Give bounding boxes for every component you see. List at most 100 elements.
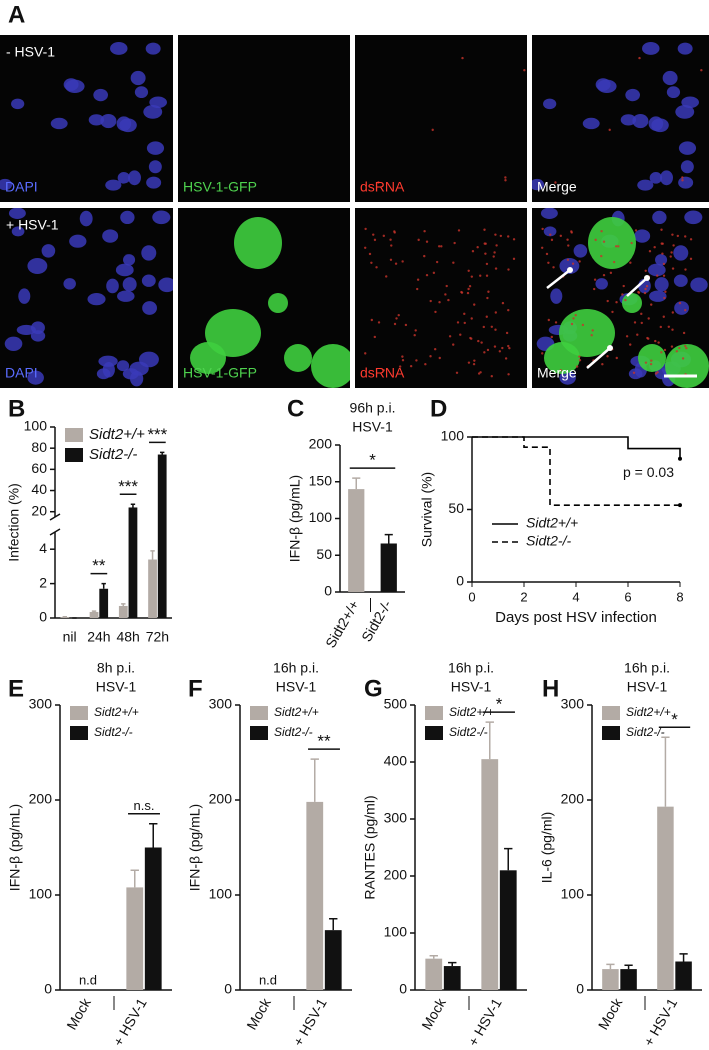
dsrna-dot [448, 335, 452, 338]
dsrna-dot [463, 321, 466, 325]
error-bar [130, 503, 136, 508]
dsrna-dot [624, 298, 627, 302]
nucleus [134, 86, 149, 99]
bar [157, 454, 167, 618]
nucleus [69, 234, 87, 248]
y-tick-label: 300 [209, 696, 233, 712]
dsrna-dot [685, 346, 688, 350]
nucleus [675, 104, 695, 119]
dsrna-dot [617, 245, 620, 248]
dsrna-dot [646, 336, 649, 340]
x-tick-label: Mock [418, 994, 449, 1032]
nucleus [690, 277, 708, 293]
dsrna-dot [494, 311, 498, 314]
nucleus [0, 178, 13, 191]
legend-label: Sidt2+/+ [89, 426, 145, 443]
legend-swatch [425, 706, 443, 720]
dsrna-dot [552, 266, 555, 269]
dsrna-dot [662, 315, 665, 318]
nucleus [120, 210, 135, 225]
significance-label: *** [118, 477, 138, 496]
error-bar [384, 533, 393, 544]
dsrna-dot [681, 176, 684, 179]
bar [148, 559, 157, 618]
panel-letter: E [8, 675, 24, 702]
nucleus [595, 278, 608, 290]
panel-letter: G [364, 675, 383, 702]
legend-swatch [250, 726, 268, 740]
legend-label: Sidt2+/+ [626, 705, 671, 719]
nucleus [651, 118, 669, 133]
dsrna-dot [377, 321, 381, 324]
dsrna-dot [507, 373, 510, 376]
y-tick-label: 80 [31, 439, 47, 455]
nucleus [662, 70, 678, 86]
bar [481, 759, 499, 990]
x-tick-label: + HSV-1 [640, 995, 680, 1049]
micrograph [532, 208, 709, 388]
dsrna-dot [485, 274, 489, 277]
nucleus [655, 254, 668, 266]
chart-subtitle: HSV-1 [352, 419, 393, 435]
dsrna-dot [681, 179, 684, 182]
dsrna-dot [409, 364, 413, 368]
x-tick-label: 2 [520, 589, 527, 604]
legend-label: Sidt2-/- [626, 725, 665, 739]
dsrna-dot [675, 350, 679, 353]
dsrna-dot [644, 269, 647, 273]
infected-cell [665, 344, 709, 388]
nucleus [50, 117, 68, 130]
y-tick-label: 200 [561, 791, 585, 807]
condition-label: - HSV-1 [6, 44, 55, 60]
nucleus [41, 244, 56, 258]
dsrna-dot [459, 333, 462, 336]
dsrna-dot [425, 240, 429, 243]
error-bar [121, 603, 126, 606]
dsrna-dot [661, 252, 664, 255]
dsrna-dot [671, 267, 675, 270]
legend-swatch [70, 726, 88, 740]
dsrna-dot [523, 69, 526, 72]
nucleus [634, 229, 651, 243]
micrograph [178, 35, 350, 202]
dsrna-dot [550, 238, 554, 242]
significance-label: ** [317, 732, 331, 751]
dsrna-dot [663, 296, 666, 300]
dsrna-dot [581, 323, 585, 327]
error-bar [329, 918, 338, 931]
y-tick-label: 50 [448, 500, 464, 516]
dsrna-dot [429, 355, 432, 358]
x-tick-label: Mock [63, 994, 94, 1032]
nucleus [543, 98, 557, 110]
dsrna-dot [467, 361, 471, 364]
dsrna-dot [415, 359, 418, 362]
y-tick-label: 0 [456, 573, 464, 589]
y-tick-label: 100 [384, 924, 408, 940]
dsrna-dot [575, 365, 579, 368]
dsrna-dot [662, 262, 666, 266]
dsrna-dot [629, 343, 632, 346]
dsrna-dot [373, 335, 377, 339]
nucleus [625, 88, 640, 102]
bar [324, 930, 342, 990]
dsrna-dot [507, 308, 510, 312]
dsrna-dot [423, 230, 426, 233]
micrograph [178, 208, 350, 388]
legend-swatch [425, 726, 443, 740]
arrow [586, 347, 611, 369]
nucleus [4, 336, 23, 351]
nucleus [130, 370, 144, 387]
y-axis-label: IL-6 (pg/ml) [539, 812, 555, 884]
dsrna-dot [477, 339, 480, 343]
dsrna-dot [432, 271, 436, 275]
x-tick-label: Mock [595, 994, 626, 1032]
dsrna-dot [423, 254, 426, 258]
dsrna-dot [566, 238, 569, 241]
nucleus [559, 258, 580, 274]
dsrna-dot [609, 271, 613, 275]
error-bar [352, 477, 361, 490]
dsrna-dot [397, 313, 400, 317]
dsrna-dot [370, 318, 374, 322]
y-axis-label: Infection (%) [6, 483, 22, 562]
